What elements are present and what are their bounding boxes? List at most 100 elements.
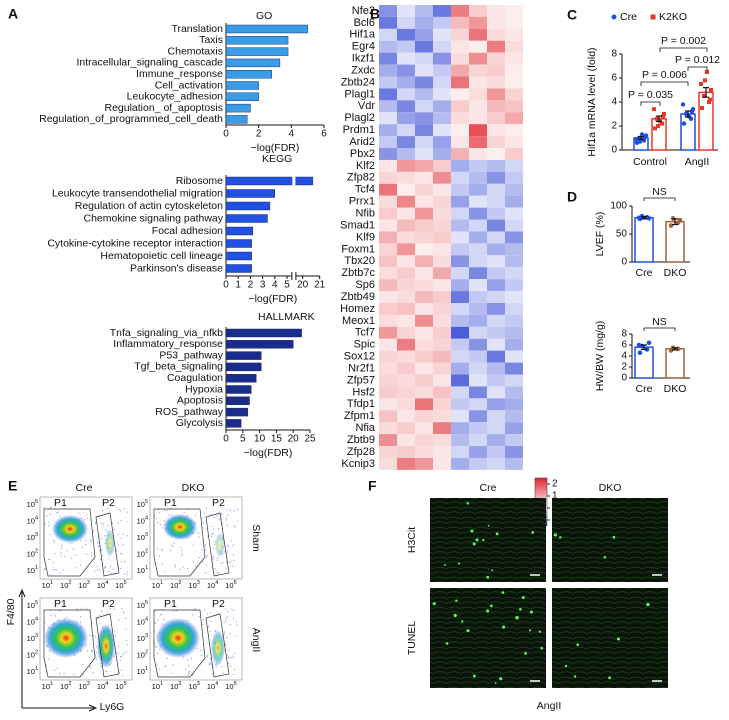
tick-exponent: 3 <box>145 532 148 538</box>
x-axis-label: Ly6G <box>100 701 125 713</box>
row-label: Zfp82 <box>347 172 375 184</box>
heat-cell <box>451 64 469 77</box>
event-dot <box>63 569 65 571</box>
event-dot <box>174 564 176 566</box>
event-dot <box>232 545 234 547</box>
heat-cell <box>505 422 523 435</box>
fluorescent-spot <box>495 532 499 536</box>
event-dot <box>120 656 122 658</box>
heat-cell <box>397 434 415 447</box>
heat-cell <box>451 171 469 184</box>
data-point <box>708 97 712 102</box>
tick-exponent: 1 <box>160 580 163 586</box>
row-label: Egr4 <box>352 41 375 53</box>
fluorescent-spot <box>457 562 460 565</box>
panel-label: E <box>8 478 17 494</box>
x-axis-label: −log(FDR) <box>251 142 300 154</box>
fluorescent-spot <box>482 538 485 542</box>
tick-base: 10 <box>27 667 35 676</box>
y-tick-label: 6 <box>611 73 617 84</box>
x-tick-label: 20 <box>288 434 300 445</box>
event-dot <box>192 544 195 546</box>
y-tick-label: 4 <box>611 97 617 108</box>
density-cloud <box>163 514 197 540</box>
heat-cell <box>451 124 469 137</box>
category-label: Leukocyte_adhesion <box>127 91 223 103</box>
heat-cell <box>379 350 397 363</box>
event-dot <box>229 509 231 512</box>
event-dot <box>120 553 123 555</box>
event-dot <box>232 565 234 567</box>
bar <box>225 189 275 198</box>
event-dot <box>54 669 56 671</box>
event-dot <box>209 657 211 660</box>
event-dot <box>86 514 88 516</box>
event-dot <box>45 664 47 666</box>
event-dot <box>78 512 80 514</box>
bar <box>225 58 281 68</box>
category-label: Regulation_ of_apoptosis <box>104 102 223 114</box>
heat-cell <box>469 100 487 113</box>
heat-cell <box>487 28 505 41</box>
event-dot <box>56 511 58 513</box>
event-dot <box>63 672 65 674</box>
x-tick-label: 4 <box>289 129 295 140</box>
heat-cell <box>487 374 505 387</box>
event-dot <box>61 547 63 549</box>
row-label: Nr2f1 <box>348 362 375 374</box>
tick-base: 10 <box>137 650 145 659</box>
event-dot <box>89 665 91 668</box>
heat-cell <box>487 40 505 53</box>
event-dot <box>99 622 101 624</box>
row-label: Zbtb49 <box>341 291 375 303</box>
heat-cell <box>433 243 451 256</box>
event-dot <box>122 533 124 535</box>
event-dot <box>206 613 209 615</box>
row-label: H3Cit <box>406 527 418 553</box>
heat-cell <box>451 88 469 101</box>
row-label: Zbtb24 <box>341 76 375 88</box>
heat-cell <box>469 76 487 89</box>
heat-cell <box>379 40 397 53</box>
category-label: Focal adhesion <box>152 225 223 237</box>
x-tick-label: 2 <box>248 280 254 291</box>
heat-cell <box>379 374 397 387</box>
event-dot <box>203 513 205 515</box>
row-label: TUNEL <box>406 621 418 656</box>
event-dot <box>205 549 207 551</box>
heat-cell <box>433 410 451 423</box>
chart-title: HALLMARK <box>258 311 315 323</box>
event-dot <box>82 664 84 666</box>
event-dot <box>225 620 227 622</box>
heat-cell <box>487 350 505 363</box>
heat-cell <box>433 100 451 113</box>
event-dot <box>226 655 228 657</box>
chart-title: GO <box>256 10 272 22</box>
column-label: DKO <box>599 482 622 494</box>
tick-base: 10 <box>137 517 145 526</box>
event-dot <box>188 672 190 675</box>
event-dot <box>166 510 168 512</box>
x-tick-label: 105 <box>225 580 236 590</box>
heat-cell <box>469 386 487 399</box>
heat-cell <box>469 195 487 208</box>
event-dot <box>122 544 124 546</box>
event-dot <box>122 611 124 613</box>
row-label: Arid2 <box>349 136 375 148</box>
x-tick-label: 104 <box>207 681 218 691</box>
fluorescent-spot <box>494 682 497 684</box>
tick-base: 10 <box>225 581 233 590</box>
event-dot <box>94 570 96 572</box>
category-label: Leukocyte transendothelial migration <box>52 187 223 199</box>
bar <box>665 220 685 263</box>
heat-cell <box>487 64 505 77</box>
category-label: Cell_activation <box>155 79 223 91</box>
heat-cell <box>487 76 505 89</box>
heat-cell <box>433 28 451 41</box>
event-dot <box>54 569 57 571</box>
tick-exponent: 4 <box>145 516 148 522</box>
heat-cell <box>505 326 523 339</box>
event-dot <box>224 631 226 633</box>
bar <box>634 346 654 379</box>
y-tick-label: 104 <box>27 516 38 526</box>
